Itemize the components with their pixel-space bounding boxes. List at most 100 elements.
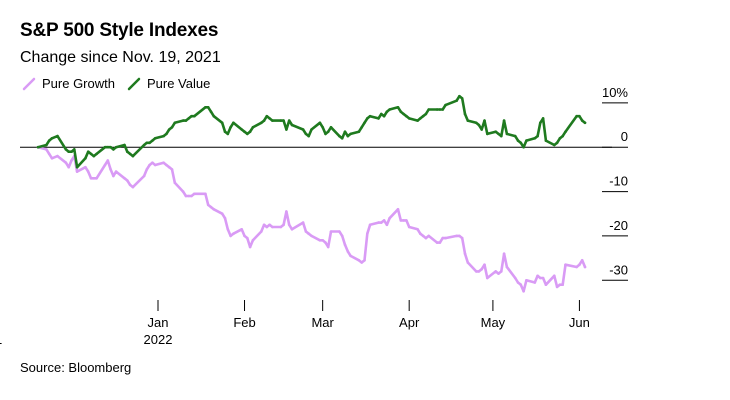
data-point-pure-growth <box>56 154 59 158</box>
x-tick-sublabel: 2021 <box>0 332 2 347</box>
data-point-pure-value <box>480 128 484 131</box>
data-point-pure-growth <box>427 234 431 238</box>
data-point-pure-growth <box>474 270 478 273</box>
data-point-pure-growth <box>304 230 308 233</box>
chart-title: S&P 500 Style Indexes <box>20 20 219 41</box>
data-point-pure-growth <box>92 177 96 180</box>
data-point-pure-value <box>435 108 439 111</box>
data-point-pure-growth <box>435 241 439 244</box>
data-point-pure-growth <box>310 234 313 238</box>
data-point-pure-growth <box>112 174 115 178</box>
data-point-pure-growth <box>555 285 559 289</box>
data-point-pure-growth <box>441 236 445 240</box>
data-point-pure-value <box>232 121 235 125</box>
data-point-pure-value <box>262 119 266 122</box>
data-point-pure-growth <box>89 177 93 180</box>
data-point-pure-growth <box>497 272 500 275</box>
data-point-pure-value <box>187 117 190 120</box>
data-point-pure-growth <box>388 216 391 220</box>
data-point-pure-growth <box>399 219 403 222</box>
data-point-pure-value <box>553 143 556 147</box>
data-point-pure-value <box>36 145 40 149</box>
data-point-pure-growth <box>460 236 464 240</box>
data-point-pure-growth <box>75 170 79 173</box>
x-tick-label: Jun <box>569 315 590 330</box>
data-point-pure-growth <box>329 230 333 233</box>
data-point-pure-value <box>558 137 562 140</box>
data-point-pure-value <box>204 106 207 109</box>
data-point-pure-growth <box>212 208 216 211</box>
data-point-pure-value <box>458 94 461 98</box>
data-point-pure-growth <box>477 270 481 273</box>
data-point-pure-growth <box>204 192 207 196</box>
data-point-pure-value <box>56 134 59 138</box>
data-point-pure-value <box>533 137 537 140</box>
data-point-pure-value <box>564 130 567 133</box>
data-point-pure-value <box>301 128 305 131</box>
data-point-pure-value <box>366 117 369 120</box>
data-point-pure-growth <box>338 230 341 233</box>
data-point-pure-value <box>513 134 517 138</box>
data-point-pure-growth <box>165 163 168 167</box>
data-point-pure-growth <box>382 219 386 222</box>
data-point-pure-growth <box>262 223 266 227</box>
data-point-pure-value <box>86 150 90 153</box>
data-point-pure-growth <box>583 265 587 269</box>
data-point-pure-growth <box>326 245 330 249</box>
data-point-pure-value <box>162 134 165 138</box>
data-point-pure-value <box>477 123 481 127</box>
data-point-pure-value <box>539 121 542 125</box>
data-point-pure-value <box>522 145 525 149</box>
data-point-pure-value <box>190 114 193 118</box>
data-point-pure-value <box>282 119 285 122</box>
data-point-pure-value <box>106 145 110 149</box>
data-point-pure-growth <box>153 163 157 167</box>
data-point-pure-growth <box>109 168 112 171</box>
data-point-pure-growth <box>324 241 327 244</box>
data-point-pure-growth <box>184 194 188 198</box>
data-point-pure-growth <box>47 152 51 156</box>
data-point-pure-growth <box>206 203 210 207</box>
legend-item-value: Pure Value <box>127 76 210 91</box>
data-point-pure-value <box>438 108 442 111</box>
data-point-pure-value <box>399 110 403 113</box>
data-point-pure-value <box>516 139 520 142</box>
data-point-pure-value <box>444 103 447 107</box>
data-point-pure-value <box>45 143 48 147</box>
data-point-pure-value <box>223 130 227 133</box>
data-point-pure-growth <box>561 283 564 287</box>
data-point-pure-value <box>519 141 523 145</box>
data-point-pure-growth <box>84 165 87 169</box>
data-point-pure-value <box>114 145 118 149</box>
data-point-pure-growth <box>162 161 165 164</box>
data-point-pure-value <box>184 119 188 122</box>
data-point-pure-growth <box>377 221 380 224</box>
data-point-pure-growth <box>486 276 489 280</box>
data-point-pure-value <box>145 141 149 145</box>
data-point-pure-value <box>304 132 308 136</box>
data-point-pure-growth <box>533 281 537 284</box>
data-point-pure-growth <box>544 283 548 287</box>
data-point-pure-value <box>500 134 503 138</box>
data-point-pure-value <box>73 148 76 151</box>
data-point-pure-growth <box>181 190 185 193</box>
data-point-pure-growth <box>366 232 369 235</box>
data-point-pure-value <box>64 148 68 151</box>
data-point-pure-value <box>441 108 445 111</box>
data-point-pure-growth <box>220 212 224 215</box>
data-point-pure-growth <box>564 263 567 267</box>
data-point-pure-growth <box>541 276 545 280</box>
data-point-pure-value <box>70 150 73 153</box>
data-point-pure-value <box>251 126 255 129</box>
data-point-pure-value <box>212 114 216 118</box>
data-point-pure-growth <box>346 250 350 253</box>
data-point-pure-value <box>466 119 470 122</box>
source-note: Source: Bloomberg <box>20 360 132 375</box>
data-point-pure-value <box>424 112 428 116</box>
data-point-pure-value <box>377 117 380 120</box>
data-point-pure-growth <box>360 261 364 264</box>
data-point-pure-growth <box>223 216 227 220</box>
data-point-pure-value <box>50 137 54 140</box>
data-point-pure-growth <box>145 168 149 171</box>
